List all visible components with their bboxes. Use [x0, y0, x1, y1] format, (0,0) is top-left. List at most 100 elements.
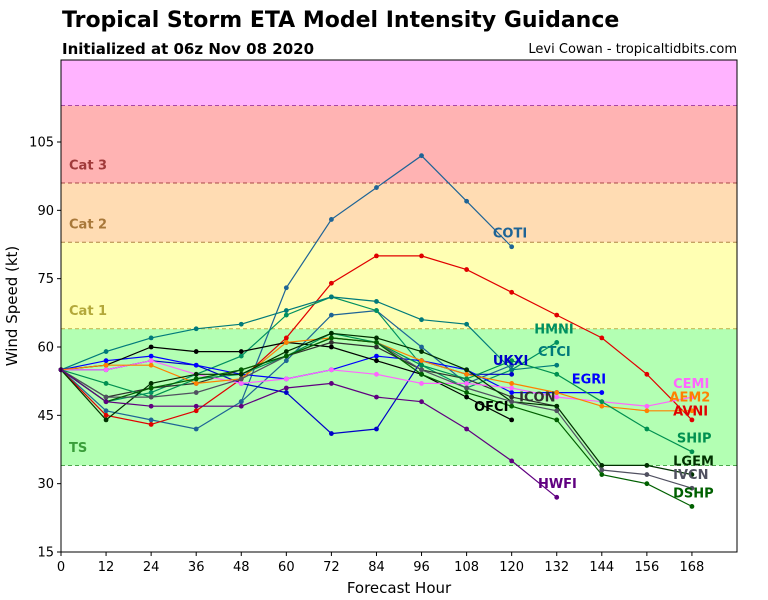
x-tick-label-36: 36 [188, 560, 205, 575]
point-ivcn-14 [689, 485, 695, 491]
chart-credit: Levi Cowan - tropicaltidbits.com [528, 42, 737, 57]
point-egri-10 [509, 390, 515, 395]
point-lgem-11 [554, 403, 560, 409]
model-labels: COTI AVNI HMNI CTCI UKXI EGRI OFCI ICON CEMIAEM2… [474, 227, 714, 502]
point-coti-peak-1 [283, 285, 289, 291]
point-lgem-13 [644, 463, 650, 468]
band-0 [61, 328, 737, 466]
point-coti-10 [509, 362, 515, 368]
point-ukxi-5 [283, 390, 289, 395]
point-aem2-8 [419, 358, 424, 364]
point-cemi-10 [509, 385, 515, 391]
point-egri-2 [148, 353, 154, 359]
point-icon-10 [509, 394, 515, 400]
point-coti-8 [419, 344, 424, 350]
point-ctci-4 [238, 321, 244, 327]
point-coti-1 [103, 408, 109, 414]
point-hmni-5 [283, 312, 289, 318]
point-hwfi-10 [509, 458, 515, 464]
band-4 [61, 60, 737, 106]
y-tick-label-15: 15 [37, 546, 54, 561]
point-dshp-7 [374, 340, 379, 345]
point-ivcn-4 [238, 376, 244, 382]
point-coti-peak-4 [419, 153, 424, 159]
point-hmni-2 [148, 390, 154, 395]
point-hwfi-1 [103, 399, 109, 405]
point-ship-1 [103, 381, 109, 386]
point-hwfi-2 [148, 403, 154, 409]
point-cemi-4 [238, 381, 244, 386]
point-lgem-7 [374, 335, 379, 341]
x-tick-label-60: 60 [278, 560, 295, 575]
point-hwfi-7 [374, 394, 379, 400]
point-hwfi-3 [193, 403, 199, 409]
point-coti-3 [193, 426, 199, 432]
x-tick-label-168: 168 [680, 560, 705, 575]
label-dshp: DSHP [673, 486, 714, 501]
point-ctci-8 [419, 317, 424, 323]
point-dshp-3 [193, 376, 199, 382]
point-dshp-14 [689, 504, 695, 509]
x-tick-label-48: 48 [233, 560, 250, 575]
label-icon: ICON [519, 391, 555, 406]
x-tick-label-144: 144 [589, 560, 614, 575]
point-avni-1 [103, 412, 109, 418]
point-hwfi-6 [329, 381, 334, 386]
point-ukxi-6 [329, 431, 334, 436]
point-avni-8 [419, 253, 424, 259]
label-lgem: LGEM [673, 454, 714, 469]
point-hwfi-11 [554, 494, 560, 500]
point-dshp-12 [599, 472, 605, 477]
point-hmni-7 [374, 308, 379, 313]
point-ctci-9 [464, 321, 469, 327]
point-aem2-2 [148, 362, 154, 368]
x-tick-label-12: 12 [98, 560, 115, 575]
point-avni-6 [329, 280, 334, 286]
band-label-ts: TS [69, 441, 87, 456]
point-coti-peak-0 [238, 399, 244, 405]
point-dshp-5 [283, 353, 289, 359]
point-dshp-2 [148, 385, 154, 391]
point-dshp-10 [509, 403, 515, 409]
point-lgem-4 [238, 371, 244, 377]
point-cemi-2 [148, 358, 154, 364]
point-ofci-9 [464, 394, 469, 400]
point-ukxi-10 [509, 371, 515, 377]
point-aem2-11 [554, 390, 560, 395]
band-label-cat-3: Cat 3 [69, 158, 107, 173]
x-tick-label-84: 84 [368, 560, 385, 575]
point-lgem-12 [599, 463, 605, 468]
axes: 0 12 24 36 48 60 72 84 96 108 120 132 144 156 168 15 30 4… [3, 59, 738, 597]
point-aem2-3 [193, 381, 199, 386]
point-dshp-4 [238, 367, 244, 373]
plot-frame [60, 59, 738, 553]
label-ctci: CTCI [538, 345, 571, 360]
label-cemi: CEMI [673, 377, 709, 392]
point-coti-peak-6 [509, 244, 515, 250]
point-cemi-9 [464, 381, 469, 386]
point-icon-7 [374, 344, 379, 350]
point-ivcn-2 [148, 394, 154, 400]
point-lgem-2 [148, 381, 154, 386]
point-egri-1 [103, 358, 109, 364]
point-coti-5 [283, 358, 289, 364]
point-egri-12 [599, 390, 605, 395]
point-egri-7 [374, 353, 379, 359]
point-ship-12 [599, 399, 605, 405]
point-avni-13 [644, 371, 650, 377]
point-cemi-11 [554, 394, 560, 400]
point-hwfi-9 [464, 426, 469, 432]
point-ctci-6 [329, 294, 334, 300]
point-dshp-6 [329, 335, 334, 341]
label-hwfi: HWFI [538, 477, 577, 492]
y-axis-label: Wind Speed (kt) [3, 246, 21, 367]
point-lgem-6 [329, 330, 334, 336]
label-hmni: HMNI [534, 322, 574, 337]
point-ivcn-3 [193, 390, 199, 395]
label-avni: AVNI [673, 404, 708, 419]
point-cemi-6 [329, 367, 334, 373]
point-hmni-4 [238, 353, 244, 359]
point-ivcn-12 [599, 467, 605, 473]
point-ship-8 [419, 362, 424, 368]
point-avni-7 [374, 253, 379, 259]
